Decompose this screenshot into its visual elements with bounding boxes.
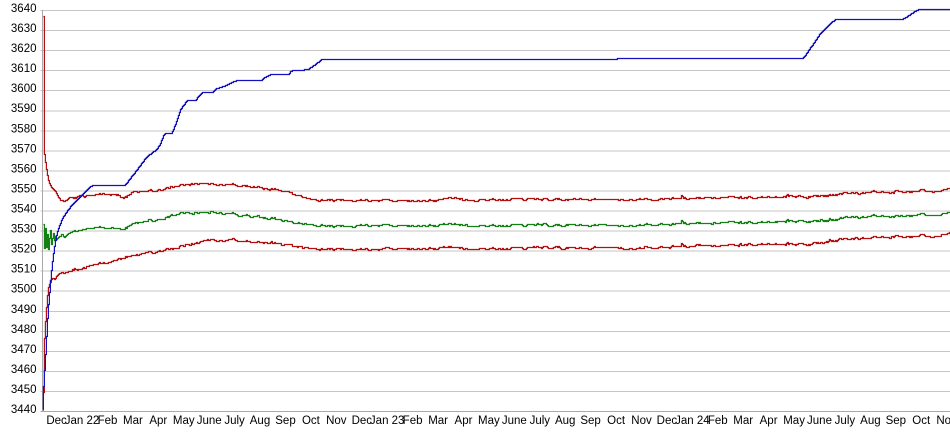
svg-text:3460: 3460	[11, 364, 37, 376]
svg-text:June: June	[197, 415, 222, 427]
svg-text:July: July	[224, 415, 245, 427]
svg-text:Feb: Feb	[98, 415, 118, 427]
svg-text:Jan 22: Jan 22	[65, 415, 100, 427]
svg-text:Mar: Mar	[428, 415, 448, 427]
svg-text:3610: 3610	[11, 63, 37, 75]
svg-text:3490: 3490	[11, 304, 37, 316]
svg-text:Jan 24: Jan 24	[675, 415, 710, 427]
svg-text:May: May	[173, 415, 195, 427]
svg-text:June: June	[807, 415, 832, 427]
svg-text:3600: 3600	[11, 83, 37, 95]
svg-text:3450: 3450	[11, 384, 37, 396]
svg-text:May: May	[478, 415, 500, 427]
svg-text:Feb: Feb	[708, 415, 728, 427]
svg-text:June: June	[502, 415, 527, 427]
svg-text:Apr: Apr	[149, 415, 167, 427]
svg-text:3620: 3620	[11, 43, 37, 55]
svg-text:3510: 3510	[11, 264, 37, 276]
svg-text:3640: 3640	[11, 3, 37, 15]
svg-text:Dec: Dec	[352, 415, 373, 427]
svg-text:3550: 3550	[11, 184, 37, 196]
svg-text:Aug: Aug	[250, 415, 270, 427]
svg-text:Mar: Mar	[123, 415, 143, 427]
svg-text:Nov: Nov	[631, 415, 652, 427]
svg-text:Oct: Oct	[912, 415, 931, 427]
svg-text:Aug: Aug	[860, 415, 880, 427]
svg-text:3520: 3520	[11, 244, 37, 256]
svg-text:3530: 3530	[11, 224, 37, 236]
svg-text:May: May	[783, 415, 805, 427]
svg-text:3470: 3470	[11, 344, 37, 356]
svg-text:3560: 3560	[11, 163, 37, 175]
svg-text:Sep: Sep	[275, 415, 295, 427]
svg-text:3570: 3570	[11, 143, 37, 155]
svg-text:Sep: Sep	[886, 415, 906, 427]
svg-text:Nov: Nov	[936, 415, 950, 427]
svg-text:Nov: Nov	[326, 415, 347, 427]
svg-text:July: July	[835, 415, 856, 427]
svg-text:Oct: Oct	[302, 415, 321, 427]
svg-text:3580: 3580	[11, 123, 37, 135]
svg-text:Apr: Apr	[455, 415, 473, 427]
svg-text:3480: 3480	[11, 324, 37, 336]
svg-text:Mar: Mar	[733, 415, 753, 427]
svg-text:Dec: Dec	[46, 415, 67, 427]
svg-text:3500: 3500	[11, 284, 37, 296]
svg-text:3540: 3540	[11, 204, 37, 216]
svg-text:3630: 3630	[11, 23, 37, 35]
svg-text:Oct: Oct	[607, 415, 626, 427]
svg-text:Apr: Apr	[760, 415, 778, 427]
svg-text:Feb: Feb	[403, 415, 423, 427]
svg-text:Dec: Dec	[657, 415, 678, 427]
svg-text:3440: 3440	[11, 404, 37, 416]
svg-text:Jan 23: Jan 23	[370, 415, 405, 427]
svg-text:July: July	[530, 415, 551, 427]
svg-text:Aug: Aug	[555, 415, 575, 427]
svg-text:Sep: Sep	[580, 415, 600, 427]
svg-text:3590: 3590	[11, 103, 37, 115]
